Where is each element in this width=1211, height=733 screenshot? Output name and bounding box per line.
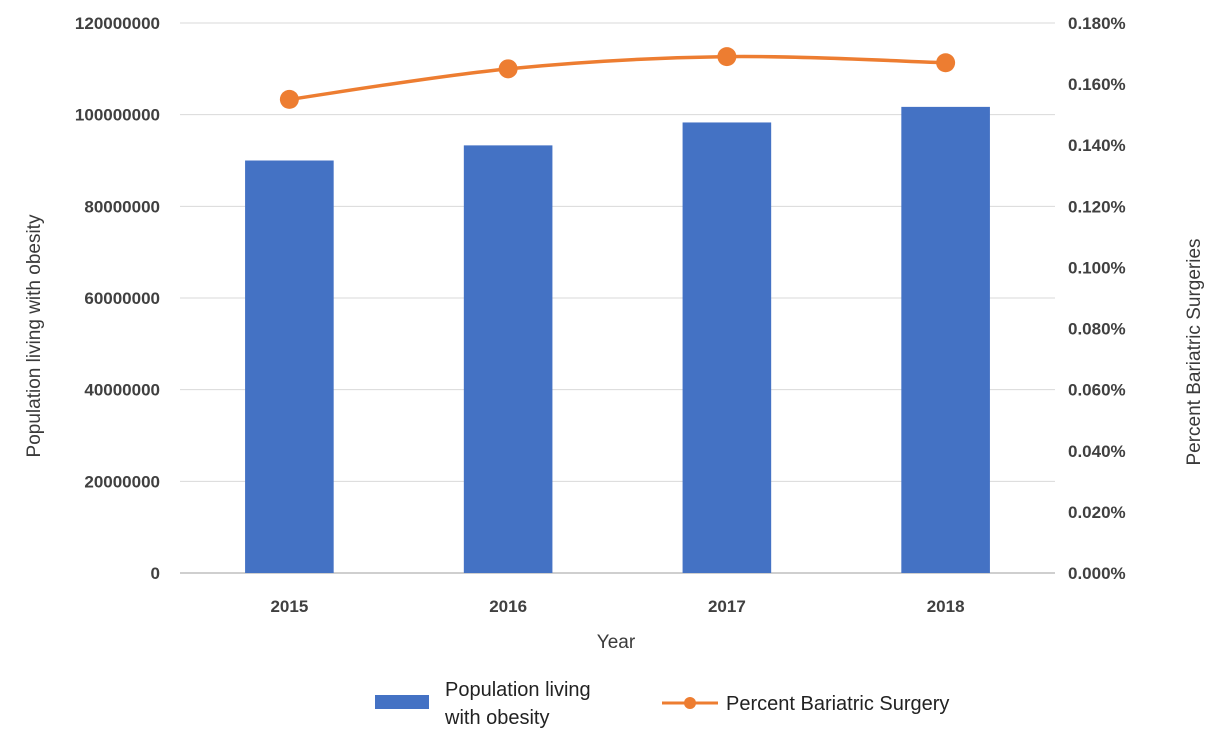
x-axis-title: Year [597,632,636,653]
legend-line-marker [684,697,696,709]
y-right-tick-label: 0.120% [1068,197,1126,216]
y-left-tick-label: 80000000 [84,197,160,216]
line-point [936,53,956,73]
x-tick-label: 2018 [927,597,965,616]
y-right-tick-label: 0.160% [1068,75,1126,94]
y-right-tick-label: 0.020% [1068,503,1126,522]
bar-series-population [245,106,990,573]
x-axis-ticks: 2015 2016 2017 2018 [270,597,964,616]
x-tick-label: 2017 [708,597,746,616]
y-left-tick-label: 60000000 [84,289,160,308]
legend-line-label: Percent Bariatric Surgery [726,693,949,715]
y-right-tick-label: 0.180% [1068,14,1126,33]
right-axis-ticks: 0.000% 0.020% 0.040% 0.060% 0.080% 0.100% 0.12… [1068,14,1126,583]
y-right-tick-label: 0.060% [1068,381,1126,400]
series-line [289,54,946,102]
line-point [498,59,518,79]
y-right-tick-label: 0.100% [1068,258,1126,277]
legend-bar-swatch [375,695,429,709]
y-left-tick-label: 100000000 [75,106,160,125]
bar [245,160,334,573]
y-right-tick-label: 0.080% [1068,320,1126,339]
y-right-tick-label: 0.140% [1068,136,1126,155]
y-left-tick-label: 0 [151,564,160,583]
y-left-tick-label: 20000000 [84,472,160,491]
y-left-tick-label: 120000000 [75,14,160,33]
y-left-tick-label: 40000000 [84,381,160,400]
y-axis-right-title: Percent Bariatric Surgeries [1184,238,1205,465]
x-tick-label: 2016 [489,597,527,616]
y-right-tick-label: 0.040% [1068,442,1126,461]
line-point [717,47,737,67]
y-right-tick-label: 0.000% [1068,564,1126,583]
legend: Population living with obesity Percent B… [375,679,949,729]
line-point [279,89,299,109]
bar [901,106,990,573]
legend-bar-label-line-1: Population living [445,679,591,701]
line-series-percent-bariatric [279,47,956,109]
y-axis-left-title: Population living with obesity [24,214,45,457]
left-axis-ticks: 0 20000000 40000000 60000000 80000000 1000000… [75,14,160,583]
bar [463,145,553,573]
x-tick-label: 2015 [270,597,308,616]
bar [682,122,772,573]
legend-bar-label-line-2: with obesity [444,707,550,729]
